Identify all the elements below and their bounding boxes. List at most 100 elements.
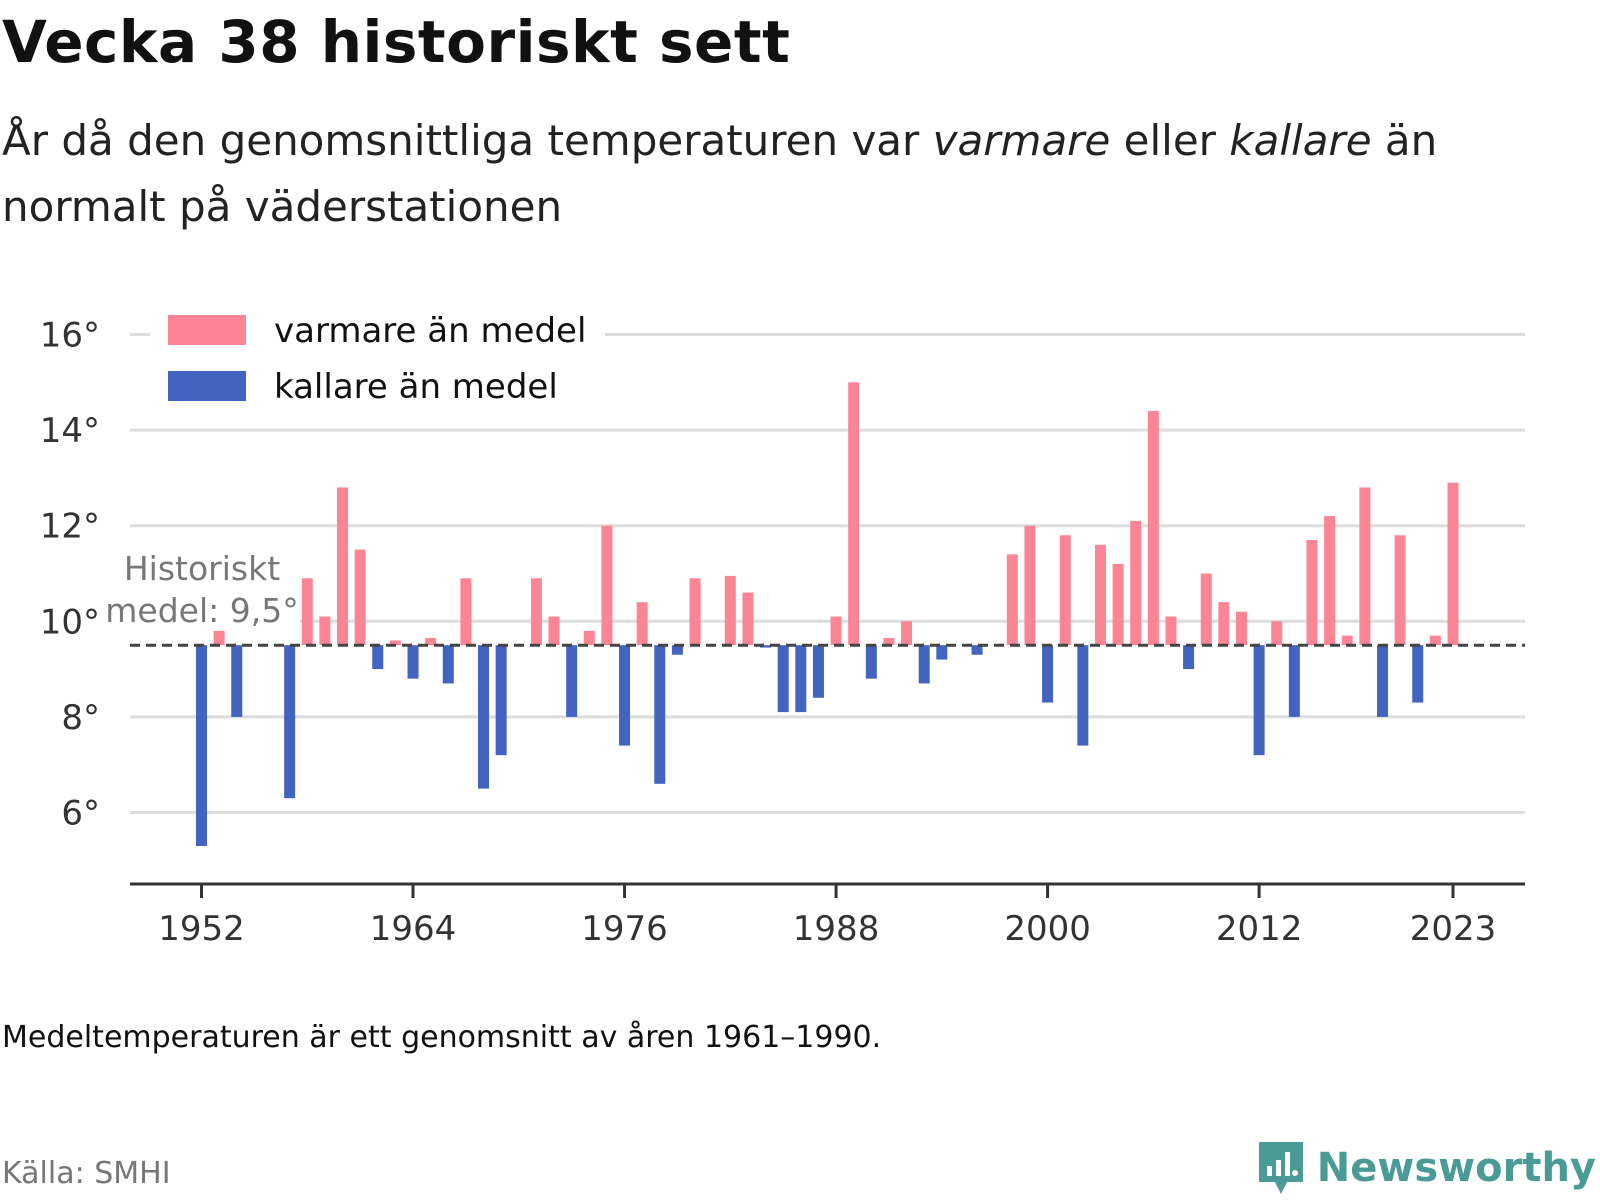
bar <box>1253 645 1265 756</box>
bar <box>1077 645 1089 746</box>
bar <box>442 645 454 684</box>
y-tick-label: 10° <box>40 602 100 642</box>
x-tick-label: 1988 <box>793 909 880 949</box>
bar <box>1200 573 1212 646</box>
baseline-label: medel: 9,5° <box>105 591 298 630</box>
bar <box>231 645 243 717</box>
bar <box>936 645 948 660</box>
bar <box>601 525 613 646</box>
bar <box>1412 645 1424 703</box>
subtitle-text-2: eller <box>1110 116 1230 165</box>
y-tick-label: 16° <box>40 316 100 356</box>
bar <box>1447 482 1459 646</box>
x-tick-label: 1952 <box>158 909 245 949</box>
bar <box>671 645 683 655</box>
y-tick-label: 8° <box>61 698 100 738</box>
bar <box>795 645 807 713</box>
y-tick-label: 6° <box>61 794 100 834</box>
x-tick-label: 2000 <box>1004 909 1091 949</box>
bar <box>583 630 595 646</box>
bar <box>812 645 824 698</box>
footnote: Medeltemperaturen är ett genomsnitt av å… <box>2 1020 882 1055</box>
bar <box>1324 516 1336 646</box>
bar <box>742 592 754 646</box>
bar <box>971 645 983 655</box>
bar <box>1235 611 1247 646</box>
bar <box>530 578 542 646</box>
bar <box>389 640 401 646</box>
bar <box>1271 621 1283 646</box>
bar <box>1394 535 1406 646</box>
subtitle-text-1: År då den genomsnittliga temperaturen va… <box>2 116 933 165</box>
legend-label: varmare än medel <box>274 311 586 351</box>
baseline-label-bg <box>112 552 296 584</box>
bar <box>196 645 207 846</box>
bar <box>407 645 419 679</box>
legend-swatch <box>168 371 246 401</box>
bar <box>354 549 366 646</box>
bar <box>301 578 313 646</box>
bar <box>760 645 772 648</box>
legend-label: kallare än medel <box>274 367 558 407</box>
y-tick-label: 12° <box>40 507 100 547</box>
subtitle-em-colder: kallare <box>1229 116 1372 165</box>
baseline-label-bg <box>104 596 300 630</box>
bar <box>566 645 578 717</box>
bar <box>319 616 331 646</box>
subtitle-text-3: än normalt på väderstationen <box>2 116 1438 231</box>
bar <box>689 578 701 646</box>
bar <box>636 602 648 646</box>
bar <box>495 645 507 756</box>
bar <box>1218 602 1230 646</box>
x-tick-label: 1964 <box>370 909 457 949</box>
bar <box>1042 645 1054 703</box>
bar <box>848 382 860 646</box>
legend-swatch <box>168 315 246 345</box>
bar <box>284 645 296 799</box>
bar <box>1306 540 1318 646</box>
bar <box>1130 520 1142 646</box>
baseline-label: Historiskt <box>124 549 280 588</box>
source-label: Källa: SMHI <box>2 1156 171 1191</box>
bar <box>425 638 437 646</box>
bar <box>548 616 560 646</box>
bar <box>337 487 349 646</box>
bar <box>865 645 877 679</box>
bar <box>372 645 384 670</box>
bar <box>1006 554 1018 646</box>
bar <box>619 645 631 746</box>
bar <box>883 638 895 646</box>
bar <box>1165 616 1177 646</box>
bar <box>830 616 842 646</box>
chart-subtitle: År då den genomsnittliga temperaturen va… <box>2 108 1562 240</box>
bar <box>918 645 930 684</box>
bar <box>1059 535 1071 646</box>
bar <box>654 645 666 784</box>
x-tick-label: 1976 <box>581 909 668 949</box>
bar <box>1112 563 1124 646</box>
x-tick-label: 2023 <box>1410 909 1497 949</box>
bar <box>1024 525 1036 646</box>
bar <box>1341 635 1353 646</box>
bar <box>901 621 913 646</box>
bar <box>777 645 789 713</box>
bar <box>1359 487 1371 646</box>
bar <box>1288 645 1300 717</box>
brand-logo: Newsworthy <box>1255 1138 1596 1198</box>
bar <box>1147 410 1159 646</box>
bar <box>478 645 490 789</box>
brand-name: Newsworthy <box>1316 1145 1596 1191</box>
bar <box>1376 645 1388 717</box>
bar <box>1094 544 1106 646</box>
bar <box>460 578 472 646</box>
x-tick-label: 2012 <box>1216 909 1303 949</box>
bar <box>213 630 225 646</box>
bar <box>1429 635 1441 646</box>
bar <box>724 575 736 646</box>
bar-chart: 6° 8° 10° 12° 14° 16° varmare än medel kallare … <box>39 311 1525 949</box>
newsworthy-logo-icon <box>1258 1142 1303 1194</box>
y-tick-label: 14° <box>40 411 100 451</box>
chart-title: Vecka 38 historiskt sett <box>2 8 791 76</box>
bar <box>1183 645 1195 670</box>
subtitle-em-warmer: varmare <box>932 116 1111 165</box>
